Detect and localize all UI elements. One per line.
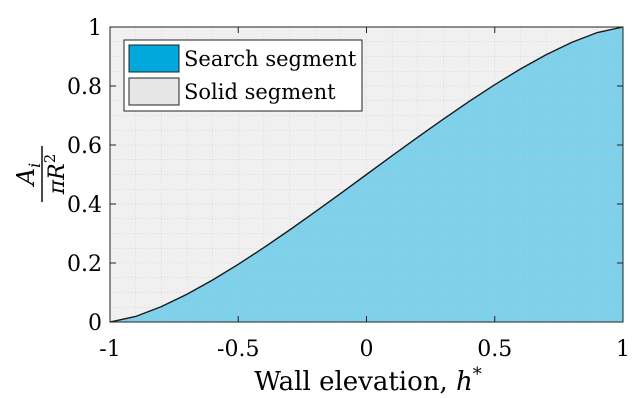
- y-num-sub: i: [25, 163, 44, 168]
- x-tick-label: 0: [360, 337, 374, 362]
- y-tick-label: 0.2: [67, 252, 102, 277]
- x-axis-label-sup: *: [473, 364, 482, 385]
- legend-label-search: Search segment: [184, 47, 357, 71]
- x-tick-label: -0.5: [217, 337, 259, 362]
- y-tick-label: 1: [88, 16, 102, 41]
- y-den-pi: π: [45, 179, 70, 195]
- x-tick-label: -1: [99, 337, 120, 362]
- y-den-var: R: [45, 163, 70, 181]
- x-axis-label-text: Wall elevation,: [254, 367, 456, 397]
- y-den-sup: 2: [41, 154, 59, 164]
- x-tick-label: 1: [616, 337, 630, 362]
- curve-layer: [109, 26, 624, 323]
- y-num-var: A: [12, 168, 40, 187]
- x-axis-label-var: h: [456, 367, 473, 397]
- x-tick-label: 0.5: [477, 337, 512, 362]
- legend: Search segment Solid segment: [123, 39, 363, 112]
- y-axis-label-denominator: πR2: [41, 154, 70, 196]
- legend-swatch-solid: [128, 77, 180, 106]
- y-tick-label: 0.4: [67, 193, 102, 218]
- legend-swatch-search: [128, 44, 180, 73]
- legend-label-solid: Solid segment: [184, 80, 336, 104]
- y-tick-label: 0: [88, 311, 102, 336]
- y-tick-label: 0.8: [67, 75, 102, 100]
- y-axis-label: Ai πR2: [12, 146, 70, 202]
- y-tick-label: 0.6: [67, 134, 102, 159]
- x-axis-label: Wall elevation, h*: [254, 364, 482, 397]
- search-segment-curve: [109, 26, 624, 323]
- ticks: -1 -0.5 0 0.5 1 0 0.2 0.4 0.6 0.8 1: [67, 16, 630, 362]
- y-axis-label-numerator: Ai: [12, 163, 44, 187]
